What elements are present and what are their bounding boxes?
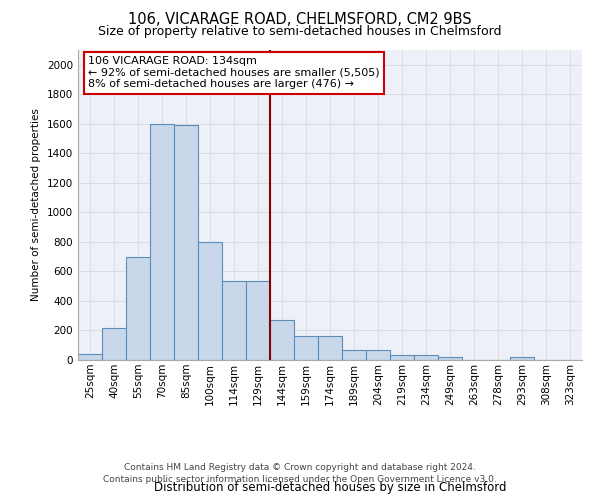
Bar [222, 281, 246, 360]
Bar [102, 328, 126, 360]
Text: Contains public sector information licensed under the Open Government Licence v3: Contains public sector information licen… [103, 475, 497, 484]
Bar [126, 256, 150, 360]
Text: Contains HM Land Registry data © Crown copyright and database right 2024.: Contains HM Land Registry data © Crown c… [124, 462, 476, 471]
Bar [294, 336, 318, 360]
Bar [174, 126, 198, 360]
Bar [150, 124, 174, 360]
Text: Size of property relative to semi-detached houses in Chelmsford: Size of property relative to semi-detach… [98, 25, 502, 38]
Bar [414, 355, 438, 360]
Bar [78, 354, 102, 360]
Bar [390, 355, 414, 360]
Text: 106 VICARAGE ROAD: 134sqm
← 92% of semi-detached houses are smaller (5,505)
8% o: 106 VICARAGE ROAD: 134sqm ← 92% of semi-… [88, 56, 380, 90]
Bar [510, 357, 534, 360]
X-axis label: Distribution of semi-detached houses by size in Chelmsford: Distribution of semi-detached houses by … [154, 482, 506, 494]
Bar [198, 242, 222, 360]
Bar [318, 336, 342, 360]
Bar [342, 350, 366, 360]
Text: 106, VICARAGE ROAD, CHELMSFORD, CM2 9BS: 106, VICARAGE ROAD, CHELMSFORD, CM2 9BS [128, 12, 472, 28]
Bar [366, 350, 390, 360]
Bar [438, 357, 462, 360]
Y-axis label: Number of semi-detached properties: Number of semi-detached properties [31, 108, 41, 302]
Bar [246, 281, 270, 360]
Bar [270, 320, 294, 360]
